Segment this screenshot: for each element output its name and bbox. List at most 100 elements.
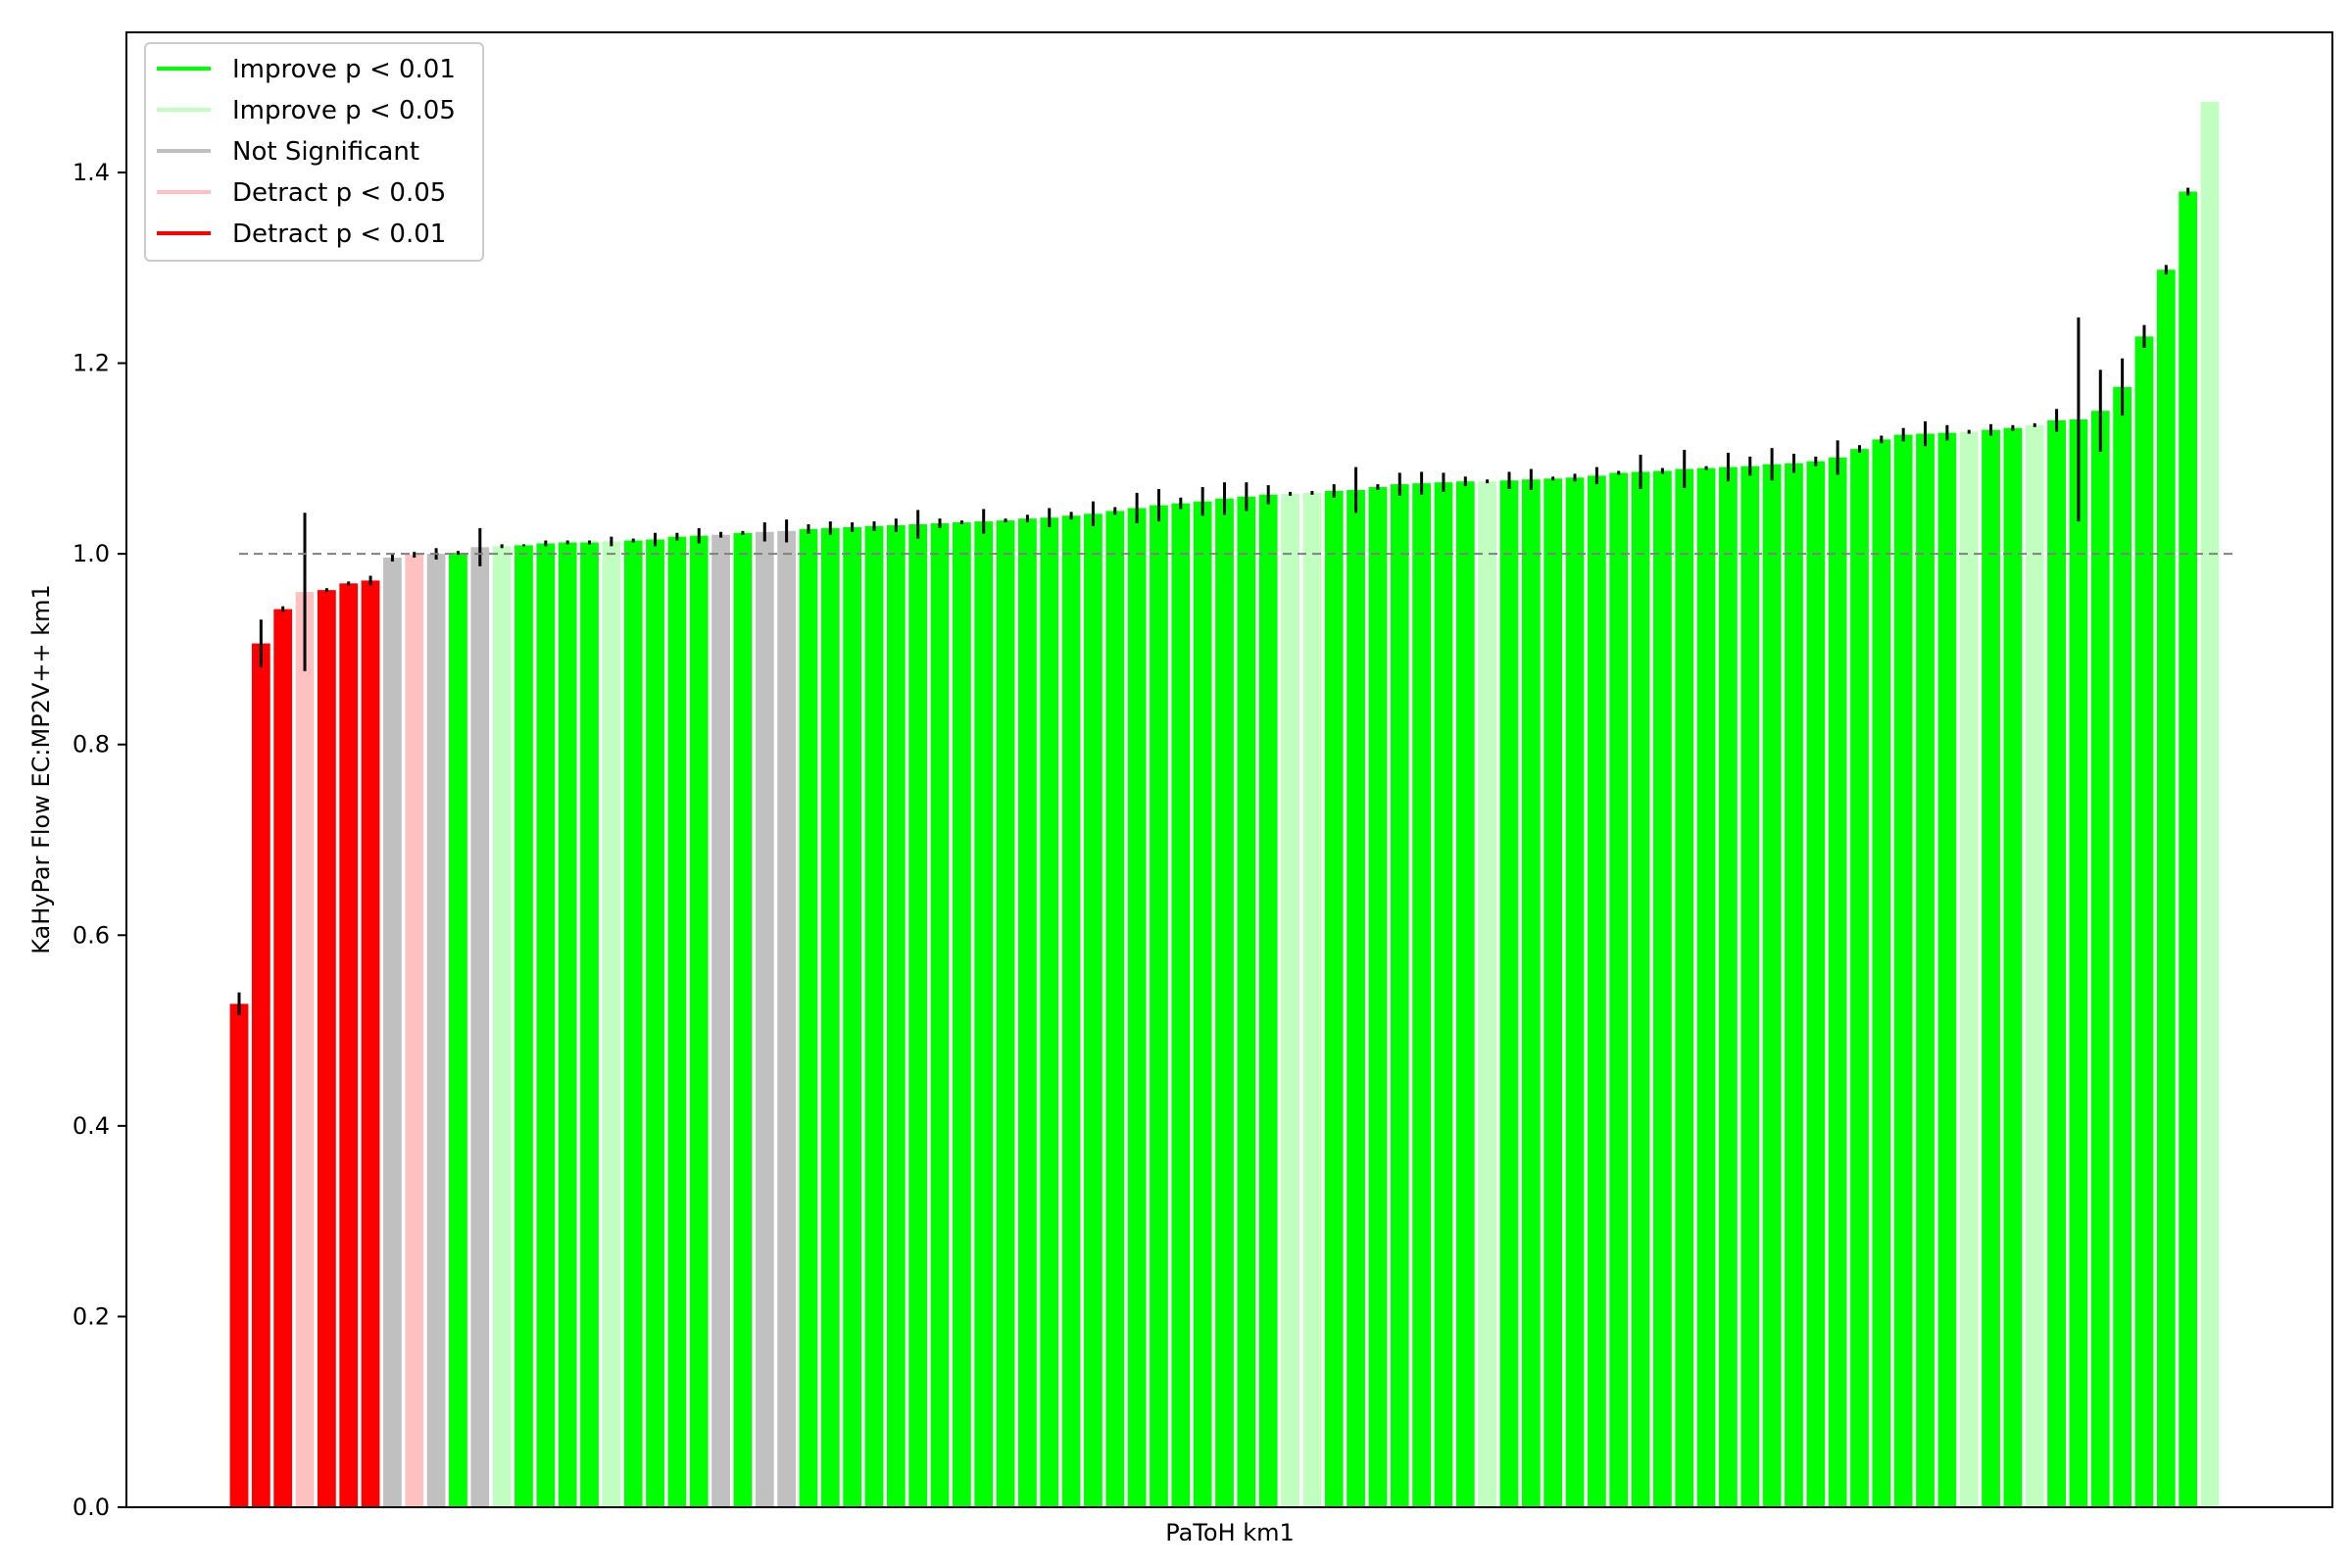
bar [930,523,950,1507]
bar [1916,433,1935,1507]
bar [1084,514,1102,1507]
bar [1434,482,1453,1508]
plot-frame [125,31,2333,1508]
legend-label: Improve p < 0.01 [232,55,456,84]
bar [1937,432,1957,1508]
bar [317,590,336,1507]
bar [711,534,730,1507]
bar [1105,511,1125,1507]
bar [1850,449,1869,1507]
bar [1499,480,1519,1508]
bar [1653,470,1672,1507]
bar [1193,501,1212,1507]
bar [2134,336,2154,1508]
bar [886,524,906,1507]
bar [777,530,796,1507]
bar [1347,489,1365,1508]
bar [864,525,884,1507]
y-axis-label: KaHyPar Flow EC:MP2V++ km1 [27,584,55,955]
y-tick-label: 1.2 [73,350,110,377]
legend-box [144,42,484,262]
bar [1675,468,1694,1507]
legend: Improve p < 0.01 Improve p < 0.05 Not Sign… [144,42,484,262]
y-tick-label: 0.4 [73,1112,110,1140]
legend-label: Improve p < 0.05 [232,96,456,125]
y-axis: 0.0 0.2 0.4 0.6 0.8 1.0 1.2 1.4 [73,159,126,1521]
bar [1565,477,1585,1507]
bar [1893,434,1913,1507]
bar [295,592,315,1507]
bar [2156,270,2176,1508]
bar [2003,427,2023,1508]
error-bars-layer [237,187,2190,1016]
bar [1719,466,1738,1507]
bar [2179,191,2198,1508]
bar [1982,429,2000,1507]
bar [361,580,380,1507]
bar [1478,481,1497,1508]
bar [1544,478,1563,1507]
bar [2200,102,2220,1507]
bar [1521,479,1541,1507]
bar [1237,496,1256,1507]
bar [974,521,994,1507]
bar [1368,487,1388,1507]
bar [2047,419,2066,1508]
bars-layer [229,102,2220,1508]
bar [558,542,577,1507]
bar [2113,386,2132,1507]
bar [1061,515,1081,1507]
bar [799,528,818,1507]
bar [1302,492,1322,1507]
bar [2025,424,2044,1507]
bar [2069,418,2088,1508]
bar [492,546,512,1507]
bar [820,527,840,1507]
bar [1018,518,1037,1507]
bar [536,543,556,1507]
bar [1762,464,1782,1508]
bar [1806,461,1826,1507]
bar [1696,467,1716,1508]
bar [755,531,774,1507]
bar [623,540,643,1507]
bar [1587,475,1606,1507]
bar [667,536,687,1507]
y-tick-label: 1.0 [73,540,110,567]
bar [689,535,709,1507]
bar [996,520,1015,1507]
bar [1785,463,1803,1508]
bar [602,541,621,1507]
bar [229,1004,249,1507]
y-tick-label: 1.4 [73,159,110,186]
bar [1324,490,1344,1508]
bar [405,555,424,1507]
y-tick-label: 0.6 [73,921,110,949]
bar [514,545,533,1507]
legend-label: Detract p < 0.01 [232,220,446,249]
bar [952,522,971,1507]
y-tick-label: 0.8 [73,731,110,759]
bar [646,539,664,1507]
bar [908,523,928,1507]
legend-label: Detract p < 0.05 [232,178,446,208]
bar [1828,457,1847,1507]
x-axis-label: PaToH km1 [1165,1519,1295,1546]
bar [1281,493,1299,1508]
legend-label: Not Significant [232,137,419,167]
bar [449,553,467,1507]
bar [1872,439,1891,1507]
bar [1171,503,1191,1507]
bar [1215,498,1234,1508]
bar [1258,494,1278,1508]
bar [426,554,446,1507]
bar [2090,411,2110,1508]
bar [273,609,293,1507]
bar [383,558,402,1507]
bar [1412,483,1431,1507]
bar [843,526,862,1507]
bar [251,643,270,1507]
bar [1609,472,1629,1508]
bar [470,547,490,1507]
